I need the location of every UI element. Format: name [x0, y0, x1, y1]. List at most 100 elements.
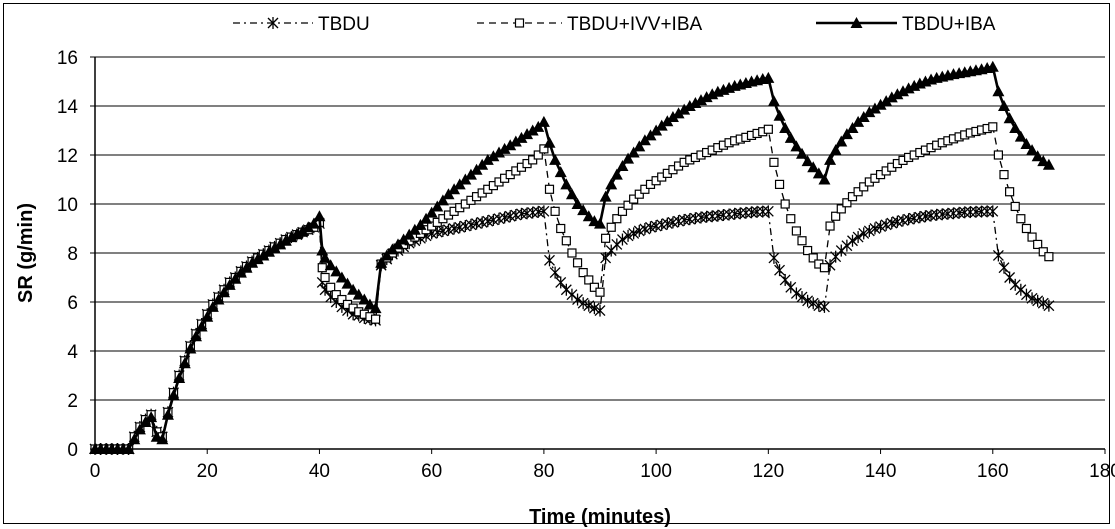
- triangle-marker: [571, 198, 584, 209]
- square-marker: [791, 226, 801, 236]
- triangle-marker: [1014, 130, 1027, 142]
- chart-frame: [3, 3, 1110, 524]
- asterisk-marker: [768, 251, 780, 264]
- triangle-marker: [324, 259, 337, 271]
- square-marker: [763, 124, 773, 134]
- x-tick-label: 100: [640, 461, 672, 482]
- asterisk-marker: [527, 206, 539, 219]
- square-marker: [572, 258, 583, 268]
- square-marker: [320, 272, 330, 283]
- asterisk-marker: [774, 264, 786, 277]
- triangle-marker: [487, 150, 500, 162]
- square-marker: [1038, 247, 1048, 257]
- asterisk-marker: [1026, 292, 1038, 305]
- triangle-marker: [633, 140, 646, 152]
- y-tick-label: 4: [67, 342, 78, 363]
- x-tick-label: 160: [977, 461, 1009, 482]
- square-marker: [640, 184, 650, 194]
- series-line: [95, 65, 1050, 451]
- square-marker: [556, 223, 566, 234]
- triangle-marker: [330, 265, 343, 277]
- asterisk-marker: [931, 208, 943, 221]
- square-marker: [1010, 201, 1020, 212]
- square-marker: [842, 198, 852, 208]
- x-tick-label: 0: [90, 461, 101, 482]
- triangle-marker: [1020, 137, 1033, 149]
- triangle-marker: [251, 253, 264, 265]
- square-marker: [825, 221, 835, 231]
- square-marker: [831, 211, 841, 221]
- asterisk-marker: [802, 294, 814, 307]
- triangle-marker: [316, 244, 329, 256]
- asterisk-marker: [1009, 278, 1021, 291]
- triangle-marker: [420, 212, 433, 224]
- square-marker: [808, 253, 818, 263]
- legend-asterisk-marker: [267, 17, 279, 29]
- triangle-marker: [616, 160, 629, 172]
- square-marker: [317, 263, 327, 273]
- asterisk-marker: [998, 261, 1010, 274]
- asterisk-marker: [841, 239, 853, 252]
- asterisk-marker: [796, 291, 808, 304]
- asterisk-marker: [790, 287, 802, 300]
- triangle-marker: [167, 389, 180, 401]
- triangle-marker: [824, 153, 837, 165]
- square-marker: [774, 179, 785, 189]
- square-marker: [326, 282, 336, 292]
- asterisk-marker: [538, 205, 550, 218]
- triangle-marker: [801, 155, 814, 167]
- triangle-marker: [986, 60, 999, 72]
- asterisk-marker: [566, 288, 578, 301]
- asterisk-marker: [611, 238, 623, 251]
- square-marker: [561, 236, 571, 246]
- triangle-marker: [683, 100, 696, 111]
- x-tick-label: 20: [197, 461, 218, 482]
- triangle-marker: [610, 168, 623, 180]
- asterisk-marker: [964, 206, 976, 219]
- triangle-marker: [291, 227, 303, 239]
- asterisk-marker: [560, 283, 572, 296]
- triangle-marker: [285, 231, 298, 243]
- square-marker: [847, 192, 858, 202]
- triangle-marker: [229, 272, 242, 284]
- triangle-marker: [178, 357, 191, 369]
- triangle-marker: [784, 131, 797, 143]
- triangle-marker: [145, 411, 158, 423]
- triangle-marker: [425, 206, 438, 218]
- asterisk-marker: [948, 207, 959, 220]
- triangle-marker: [622, 152, 635, 164]
- x-axis-title: Time (minutes): [529, 506, 671, 528]
- square-marker: [1033, 239, 1043, 250]
- square-marker: [528, 155, 538, 165]
- triangle-marker: [498, 142, 511, 154]
- square-marker: [544, 184, 555, 194]
- legend-label: TBDU+IVV+IBA: [567, 14, 702, 35]
- triangle-marker: [594, 217, 606, 229]
- triangle-marker: [521, 128, 534, 140]
- triangle-marker: [655, 119, 668, 131]
- series-line: [95, 210, 1050, 450]
- triangle-marker: [262, 245, 275, 257]
- series-line: [95, 125, 1050, 450]
- triangle-marker: [206, 300, 219, 312]
- square-marker: [550, 206, 560, 216]
- square-marker: [533, 150, 543, 160]
- triangle-marker: [307, 217, 320, 229]
- asterisk-marker: [544, 254, 555, 267]
- triangle-marker: [818, 173, 831, 185]
- triangle-marker: [796, 147, 808, 159]
- asterisk-marker: [555, 276, 567, 289]
- triangle-marker: [212, 293, 225, 305]
- triangle-marker: [481, 153, 494, 165]
- square-marker: [1005, 187, 1015, 197]
- asterisk-marker: [1032, 294, 1044, 307]
- asterisk-marker: [818, 300, 830, 313]
- triangle-marker: [880, 95, 893, 107]
- square-marker: [601, 233, 611, 243]
- triangle-marker: [414, 218, 427, 230]
- y-tick-label: 12: [57, 146, 78, 167]
- legend-item: TBDU+IVV+IBA: [477, 14, 702, 35]
- triangle-marker: [375, 256, 388, 268]
- square-marker: [803, 245, 813, 256]
- triangle-marker: [268, 242, 281, 254]
